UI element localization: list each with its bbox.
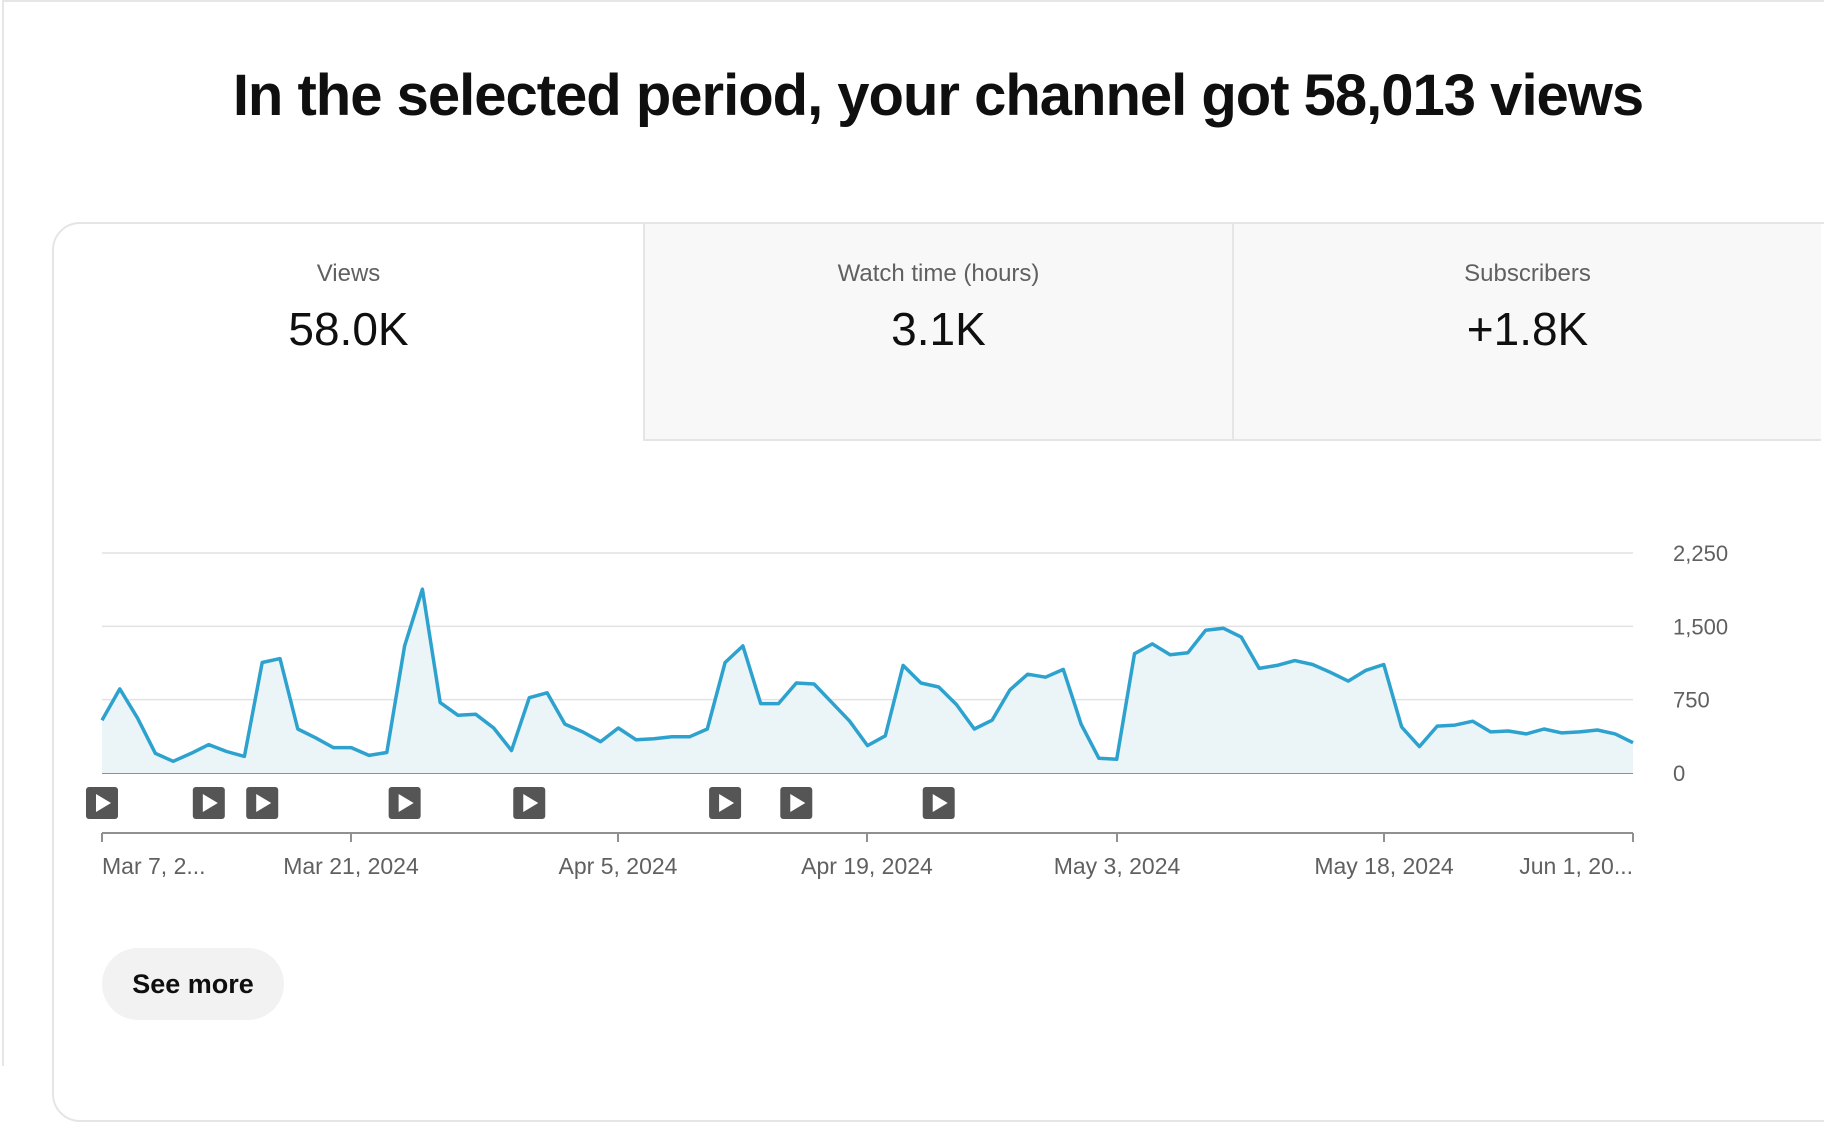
metric-tabs: Views 58.0K Watch time (hours) 3.1K Subs… [54,224,1824,441]
tab-views-value: 58.0K [288,303,409,355]
x-tick-label: Apr 5, 2024 [559,853,678,879]
video-marker-icon[interactable] [513,787,546,819]
video-marker-icon[interactable] [388,787,421,819]
video-marker-icon[interactable] [709,787,742,819]
see-more-button[interactable]: See more [102,948,284,1020]
tab-subscribers-value: +1.8K [1466,303,1589,355]
tab-views[interactable]: Views 58.0K [54,224,643,441]
x-tick-label: Mar 7, 2... [102,853,206,879]
tab-watch-time-value: 3.1K [891,303,986,355]
video-marker-icon[interactable] [86,787,118,819]
video-marker-icon[interactable] [192,787,225,819]
video-marker-icon[interactable] [922,787,955,819]
y-tick-label: 750 [1673,688,1710,713]
views-line [100,587,1634,764]
x-tick-label: May 18, 2024 [1314,853,1454,879]
x-tick-label: May 3, 2024 [1054,853,1181,879]
video-marker-icon[interactable] [246,787,279,819]
tab-subscribers-label: Subscribers [1464,260,1591,287]
tab-watch-time-label: Watch time (hours) [837,260,1040,287]
y-tick-label: 0 [1673,761,1685,786]
views-area [102,589,1633,773]
y-tick-label: 2,250 [1673,541,1728,566]
x-tick-label: Apr 19, 2024 [801,853,933,879]
tab-subscribers[interactable]: Subscribers +1.8K [1232,224,1821,441]
x-tick-label: Mar 21, 2024 [283,853,419,879]
tab-watch-time[interactable]: Watch time (hours) 3.1K [643,224,1232,441]
tab-views-label: Views [316,260,381,287]
video-marker-icon[interactable] [780,787,813,819]
page-title: In the selected period, your channel got… [232,63,1644,128]
y-tick-label: 1,500 [1673,614,1728,639]
views-chart: 2,250 1,500 750 0 Mar 7, 2... Mar 21, 2024 Apr… [86,541,1728,879]
page-frame [2,0,1824,1066]
x-tick-label: Jun 1, 20... [1519,853,1633,879]
analytics-card: Views 58.0K Watch time (hours) 3.1K Subs… [52,222,1824,1122]
